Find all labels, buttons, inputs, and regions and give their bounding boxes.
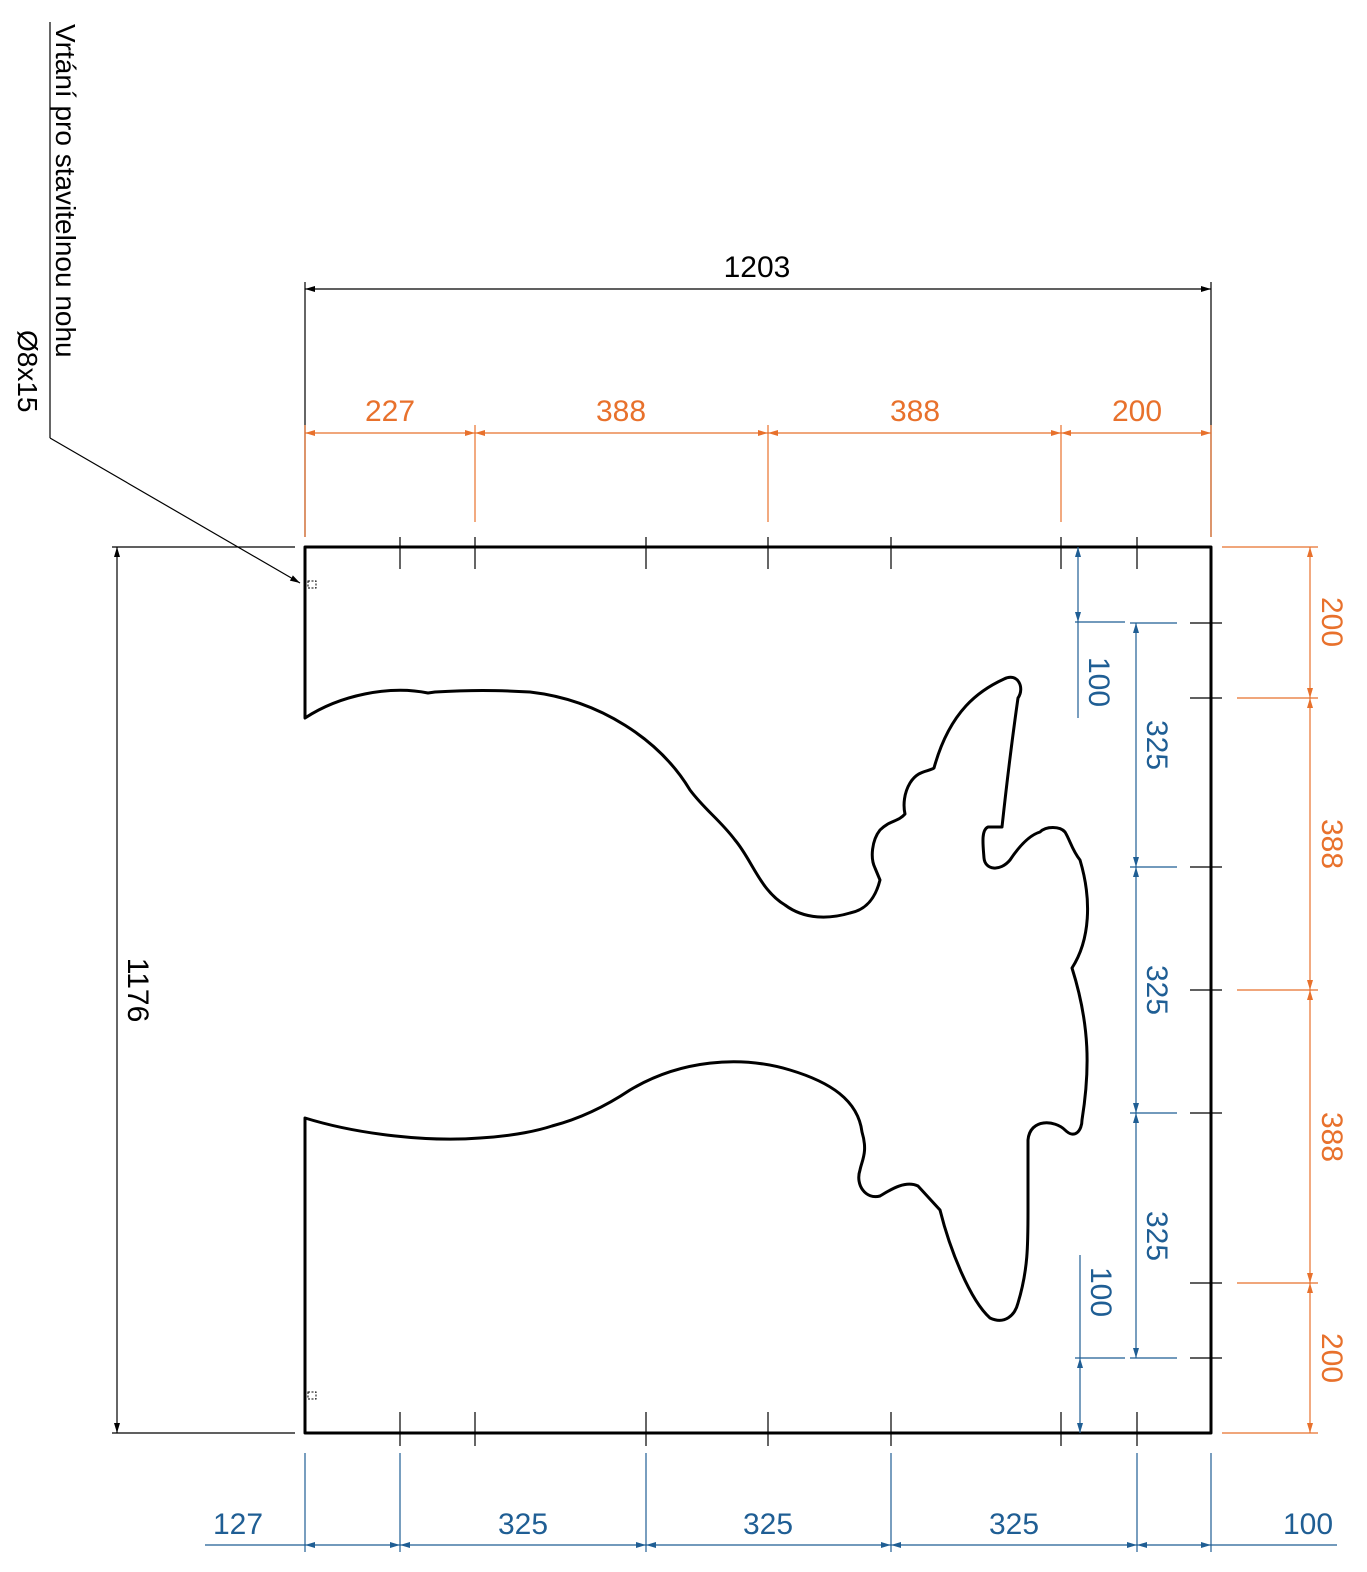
bottom-dim-label-5: 100 — [1283, 1508, 1333, 1541]
inner-bottom-100-label: 100 — [1084, 1267, 1117, 1317]
bottom-dim-label-1: 127 — [213, 1508, 263, 1541]
right-blue-label-3: 325 — [1140, 1211, 1173, 1261]
bottom-dim-label-3: 325 — [743, 1508, 793, 1541]
bottom-blue-dimension-chain — [205, 1453, 1337, 1552]
right-orange-label-1: 200 — [1315, 597, 1348, 647]
drill-note-line1: Vrtání pro stavitelnou nohu — [50, 24, 81, 358]
right-orange-label-3: 388 — [1315, 1112, 1348, 1162]
top-orange-dimension-chain — [304, 425, 1212, 537]
overall-width-label: 1203 — [724, 251, 791, 284]
drill-hole-bottom — [307, 1391, 317, 1400]
top-dim-label-4: 200 — [1112, 395, 1162, 428]
right-orange-dimension-chain — [1222, 546, 1318, 1434]
right-edge-ticks — [1190, 622, 1222, 1359]
overall-width-dimension — [304, 282, 1212, 537]
overall-height-label: 1176 — [121, 958, 154, 1023]
top-edge-ticks — [399, 537, 1138, 569]
right-blue-dimension-chain — [1130, 622, 1177, 1359]
bottom-edge-ticks — [399, 1412, 1138, 1446]
top-dim-label-3: 388 — [890, 395, 940, 428]
overall-height-dimension — [112, 546, 295, 1434]
inner-top-100-label: 100 — [1082, 657, 1115, 707]
right-blue-label-1: 325 — [1140, 720, 1173, 770]
right-orange-label-2: 388 — [1315, 819, 1348, 869]
right-blue-label-2: 325 — [1140, 965, 1173, 1015]
panel-outline — [303, 545, 1213, 1435]
right-orange-label-4: 200 — [1315, 1333, 1348, 1383]
drill-note-line2: Ø8x15 — [12, 330, 43, 413]
inner-bottom-100-dimension — [1075, 1255, 1125, 1433]
drill-note-leader — [49, 22, 301, 584]
bottom-dim-label-4: 325 — [989, 1508, 1039, 1541]
top-dim-label-2: 388 — [596, 395, 646, 428]
bottom-dim-label-2: 325 — [498, 1508, 548, 1541]
top-dim-label-1: 227 — [365, 395, 415, 428]
inner-top-100-dimension — [1075, 547, 1125, 718]
drill-hole-top — [307, 580, 317, 589]
